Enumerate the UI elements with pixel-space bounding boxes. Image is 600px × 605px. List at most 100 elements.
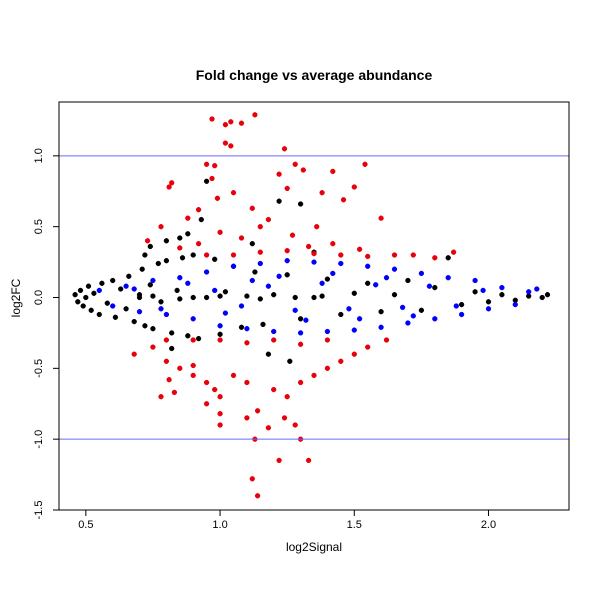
data-point-black [539,294,545,301]
data-point-red [195,241,202,247]
points-layer [72,112,551,499]
data-point-black [139,266,145,272]
data-point-blue [472,277,478,284]
data-point-red [150,344,156,350]
data-point-red [289,232,296,238]
data-point-red [131,351,137,357]
data-point-blue [330,270,336,277]
data-point-red [311,250,317,257]
data-point-black [271,292,277,298]
data-point-black [324,276,331,282]
data-point-black [351,290,357,296]
x-tick-label: 0.5 [78,519,93,531]
data-point-red [378,215,384,221]
data-point-red [305,457,312,464]
data-point-blue [324,328,331,335]
data-point-black [378,309,384,315]
data-point-blue [303,317,309,323]
x-axis: 0.5 1.0 1.5 2.0 [78,510,496,531]
data-point-red [212,386,218,393]
data-point-blue [238,303,245,309]
data-point-red [257,224,263,230]
data-point-red [305,243,312,250]
data-point-red [244,340,250,346]
data-point-blue [426,283,433,289]
data-point-blue [410,313,416,319]
data-point-red [217,229,223,235]
data-point-blue [351,327,357,333]
data-point-red [190,362,196,369]
data-point-red [185,215,191,221]
data-point-black [203,294,210,301]
data-point-red [311,372,317,379]
data-point-black [174,287,180,294]
y-axis: -1.5 -1.0 -0.5 0.0 0.5 1.0 [33,148,59,519]
data-point-blue [485,306,492,312]
data-point-black [212,256,218,262]
data-point-blue [432,316,438,322]
data-point-black [104,300,110,306]
data-point-red [230,190,237,196]
y-tick-label: -1.5 [33,501,45,520]
data-point-red [281,415,288,421]
data-point-red [244,415,250,421]
data-point-black [80,303,86,309]
data-point-blue [378,324,384,330]
data-point-red [252,112,258,118]
data-point-red [324,337,331,343]
data-point-black [319,293,325,299]
data-point-red [265,425,272,431]
data-point-red [244,379,250,386]
data-point-blue [185,280,191,286]
data-point-red [254,493,261,499]
data-point-red [254,408,261,414]
data-point-red [338,358,344,364]
data-point-black [169,330,175,336]
data-point-red [292,161,298,167]
data-point-black [75,299,81,305]
data-point-blue [110,303,116,309]
y-tick-label: -1.0 [33,430,45,449]
data-point-blue [418,270,425,277]
data-point-red [209,116,215,122]
data-point-red [203,161,210,167]
data-point-red [351,351,357,357]
data-point-blue [123,283,129,289]
data-point-black [177,235,183,241]
data-point-blue [203,269,210,275]
data-point-blue [405,320,411,326]
data-point-black [418,307,425,313]
data-point-red [144,238,151,244]
data-point-blue [131,286,137,292]
data-point-black [238,324,245,330]
data-point-black [126,273,132,279]
data-point-red [177,365,183,371]
data-point-red [276,457,282,464]
data-point-black [96,311,102,318]
data-point-red [284,248,290,254]
data-point-blue [150,277,156,284]
data-point-black [458,301,465,308]
data-point-red [203,401,210,407]
chart-title: Fold change vs average abundance [196,67,433,83]
data-point-red [300,167,306,173]
data-point-red [217,337,223,343]
data-point-blue [534,286,540,292]
data-point-red [365,344,371,350]
data-point-black [91,290,97,296]
data-point-black [284,272,290,278]
data-point-blue [96,287,102,294]
data-point-black [405,277,411,284]
data-point-red [351,184,357,190]
data-point-black [195,335,202,342]
data-point-blue [391,266,398,272]
data-point-black [99,280,105,286]
data-point-black [142,323,148,329]
plot-frame [58,101,570,511]
data-point-red [209,175,215,182]
data-point-black [163,258,170,264]
data-point-red [257,249,263,255]
data-point-black [260,321,266,328]
data-point-black [365,280,371,286]
